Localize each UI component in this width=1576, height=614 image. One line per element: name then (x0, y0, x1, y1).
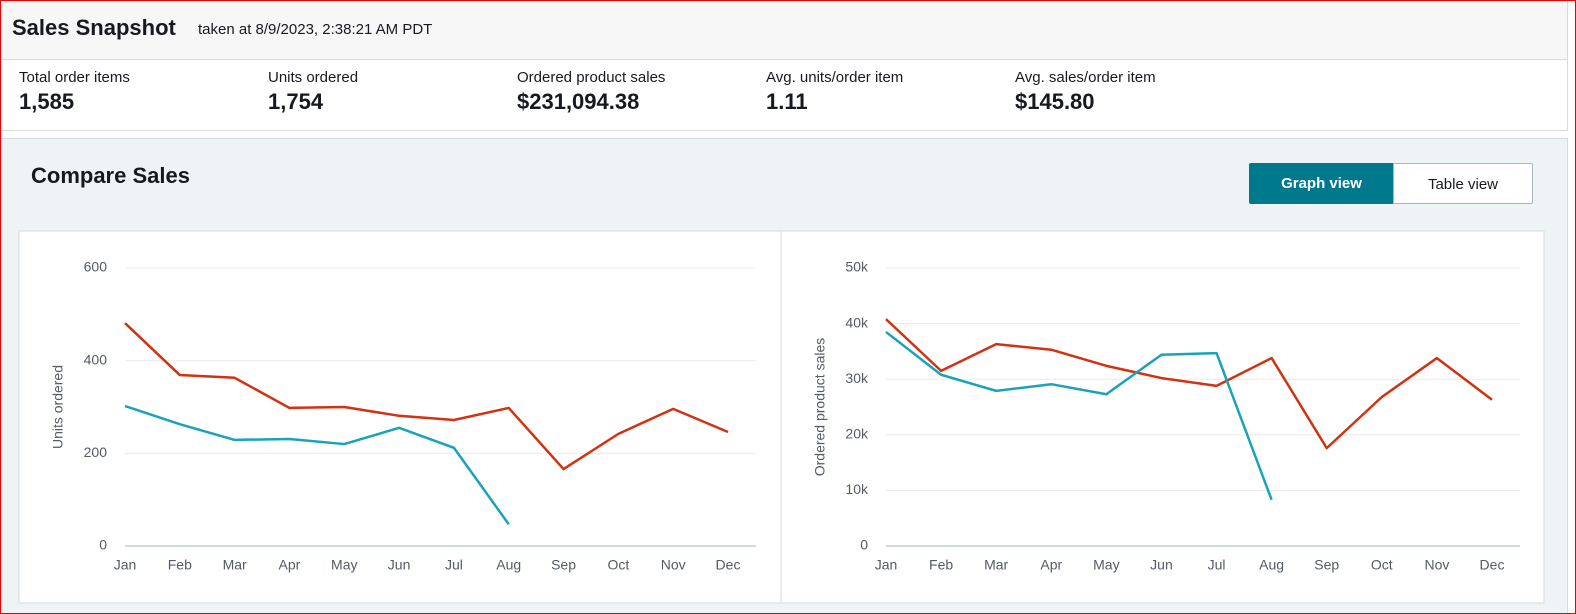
x-tick-label: Jul (1208, 557, 1226, 573)
metric-value: 1.11 (766, 89, 808, 114)
x-tick-label: Apr (1040, 557, 1062, 573)
metric-value: 1,754 (268, 89, 324, 114)
y-tick-label: 20k (845, 426, 869, 442)
x-tick-label: Aug (496, 557, 521, 573)
y-tick-label: 30k (845, 370, 869, 386)
x-tick-label: Sep (1314, 557, 1339, 573)
metric-label: Units ordered (268, 69, 359, 86)
y-axis-label: Units ordered (50, 365, 66, 449)
x-tick-label: Jan (114, 557, 137, 573)
metric-value: $145.80 (1015, 89, 1095, 114)
x-tick-label: Dec (716, 557, 741, 573)
y-tick-label: 600 (84, 259, 108, 275)
metrics-row (1, 60, 1568, 131)
page-title: Sales Snapshot (12, 15, 176, 40)
y-tick-label: 0 (860, 537, 868, 553)
x-tick-label: Feb (168, 557, 192, 573)
section-title: Compare Sales (31, 163, 190, 188)
metric-value: $231,094.38 (517, 89, 640, 114)
metric-label: Avg. sales/order item (1015, 69, 1156, 86)
metric-label: Avg. units/order item (766, 69, 904, 86)
metric-value: 1,585 (19, 89, 75, 114)
y-tick-label: 200 (84, 444, 108, 460)
y-axis-label: Ordered product sales (812, 338, 828, 477)
x-tick-label: Apr (279, 557, 301, 573)
y-tick-label: 0 (99, 537, 107, 553)
metric-label: Total order items (19, 69, 130, 86)
graph-view-button[interactable]: Graph view (1249, 163, 1394, 204)
x-tick-label: Feb (929, 557, 953, 573)
x-tick-label: Nov (1424, 557, 1449, 573)
table-view-button[interactable]: Table view (1393, 163, 1533, 204)
x-tick-label: Jan (875, 557, 898, 573)
series-line (124, 404, 510, 525)
x-tick-label: Dec (1480, 557, 1505, 573)
timestamp: taken at 8/9/2023, 2:38:21 AM PDT (198, 21, 433, 38)
x-tick-label: Aug (1259, 557, 1284, 573)
x-tick-label: May (1093, 557, 1119, 573)
series-line (124, 322, 729, 471)
x-tick-label: Jun (1150, 557, 1173, 573)
y-tick-label: 10k (845, 481, 869, 497)
y-tick-label: 40k (845, 314, 869, 330)
header-bar (1, 1, 1568, 60)
x-tick-label: Mar (223, 557, 247, 573)
y-tick-label: 50k (845, 259, 869, 275)
metric-label: Ordered product sales (517, 69, 666, 86)
x-tick-label: Oct (1371, 557, 1393, 573)
x-tick-label: Nov (661, 557, 686, 573)
x-tick-label: May (331, 557, 357, 573)
series-line (885, 318, 1493, 450)
y-tick-label: 400 (84, 351, 108, 367)
x-tick-label: Jul (445, 557, 463, 573)
series-line (885, 330, 1273, 501)
x-tick-label: Jun (388, 557, 411, 573)
x-tick-label: Sep (551, 557, 576, 573)
x-tick-label: Oct (607, 557, 629, 573)
x-tick-label: Mar (984, 557, 1008, 573)
